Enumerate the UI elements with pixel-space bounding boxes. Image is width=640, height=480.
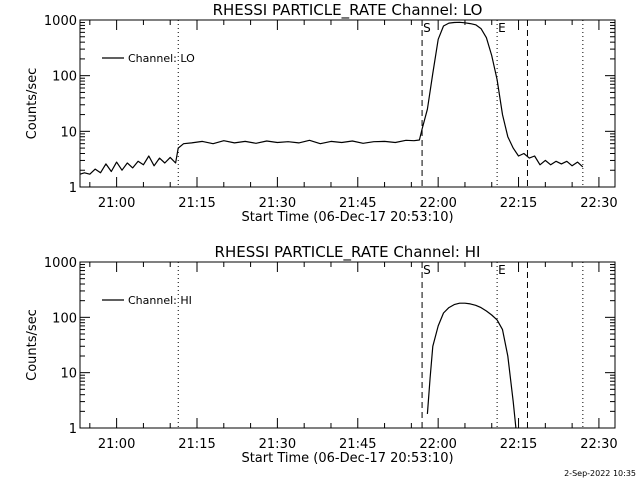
x-tick-label: 21:45 (339, 437, 376, 452)
x-axis-label: Start Time (06-Dec-17 20:53:10) (241, 451, 453, 466)
event-marker-label: E (498, 263, 506, 277)
series-line (79, 21, 584, 175)
x-tick-label: 21:00 (98, 437, 135, 452)
chart-panel-lo: RHESSI PARTICLE_RATE Channel: LO 1 10 100 10… (25, 1, 618, 225)
series-line (426, 302, 517, 429)
y-tick-label: 100 (52, 70, 77, 85)
plot-frame (79, 19, 616, 188)
x-tick-label: 22:30 (580, 437, 617, 452)
y-tick-label: 10 (60, 125, 77, 140)
x-tick-label: 21:45 (339, 196, 376, 211)
x-tick-label: 22:00 (419, 196, 456, 211)
y-axis-label: Counts/sec (25, 68, 40, 140)
chart-panel-hi: RHESSI PARTICLE_RATE Channel: HI 1 10 100 10… (25, 243, 618, 466)
plot-frame (79, 261, 616, 429)
event-marker-label: S (423, 21, 431, 35)
chart-title: RHESSI PARTICLE_RATE Channel: HI (215, 243, 481, 262)
x-tick-label: 22:00 (419, 437, 456, 452)
x-axis-label: Start Time (06-Dec-17 20:53:10) (241, 210, 453, 225)
x-tick-label: 21:15 (178, 437, 215, 452)
y-tick-label: 100 (52, 311, 77, 326)
y-axis-label: Counts/sec (25, 309, 40, 381)
x-tick-label: 21:00 (98, 196, 135, 211)
x-tick-label: 21:15 (178, 196, 215, 211)
y-tick-label: 1 (69, 181, 77, 196)
y-tick-label: 1000 (44, 256, 77, 271)
x-tick-label: 21:30 (259, 196, 296, 211)
x-tick-label: 22:15 (500, 437, 537, 452)
y-tick-label: 1 (69, 422, 77, 437)
event-marker-label: S (423, 263, 431, 277)
y-tick-label: 1000 (44, 14, 77, 29)
x-tick-label: 22:15 (500, 196, 537, 211)
legend-label: Channel: HI (128, 294, 192, 307)
x-tick-label: 22:30 (580, 196, 617, 211)
event-marker-label: E (498, 21, 506, 35)
chart-title: RHESSI PARTICLE_RATE Channel: LO (213, 1, 483, 20)
x-tick-label: 21:30 (259, 437, 296, 452)
y-tick-label: 10 (60, 367, 77, 382)
legend-label: Channel: LO (128, 52, 195, 65)
footer-timestamp: 2-Sep-2022 10:35 (564, 469, 636, 478)
